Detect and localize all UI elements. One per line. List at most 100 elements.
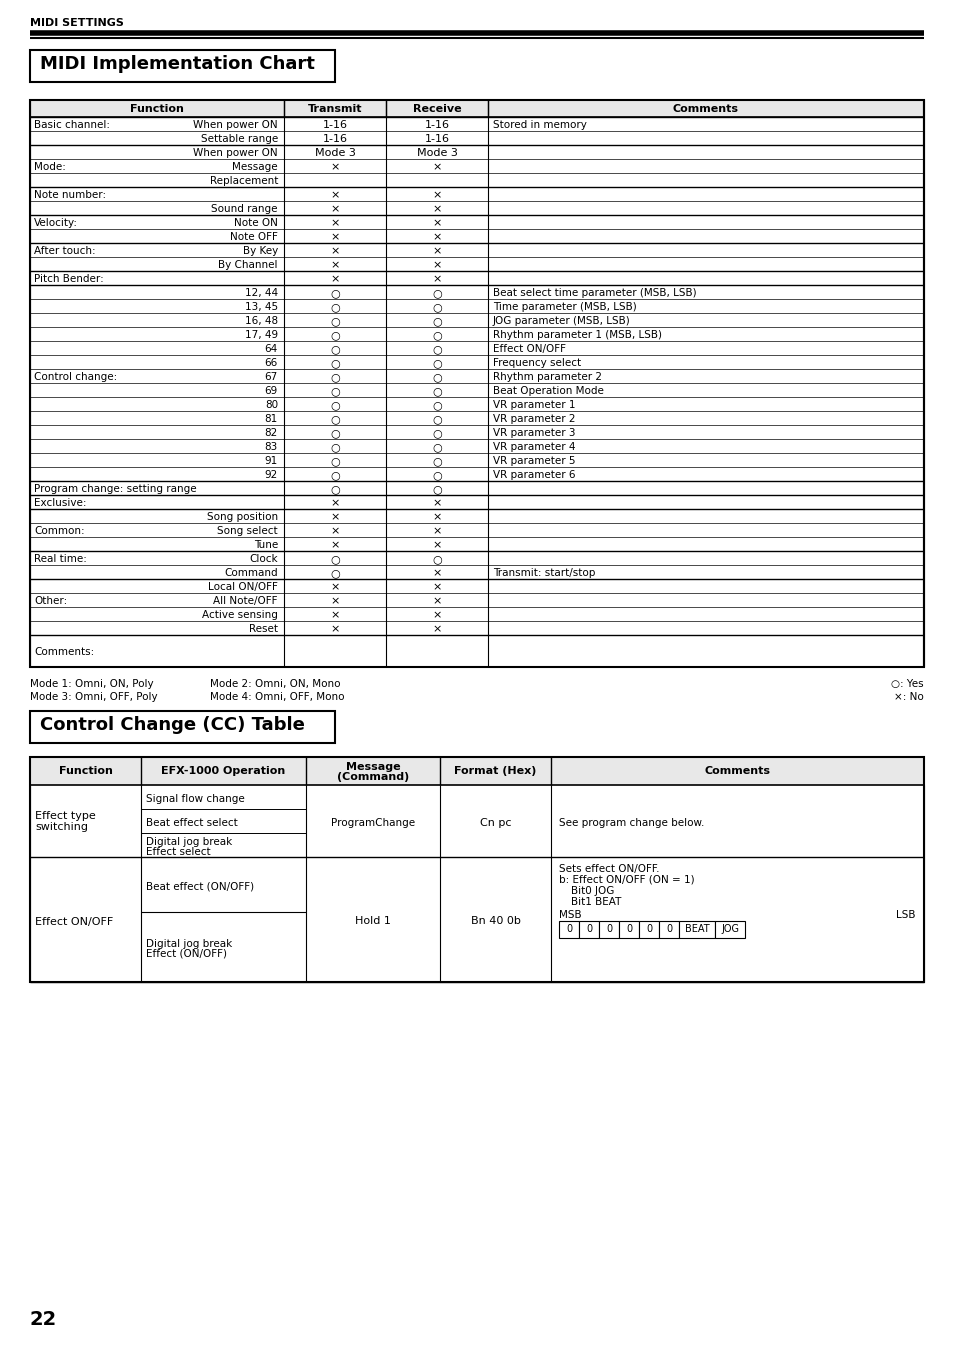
- Text: Hold 1: Hold 1: [355, 916, 391, 927]
- Text: Effect type: Effect type: [35, 811, 95, 821]
- Text: 0: 0: [585, 924, 592, 934]
- Text: ×: ×: [432, 624, 441, 634]
- Text: ×: ×: [330, 499, 339, 508]
- Text: Bn 40 0b: Bn 40 0b: [470, 916, 520, 927]
- Text: Effect (ON/OFF): Effect (ON/OFF): [146, 948, 227, 959]
- Text: Control Change (CC) Table: Control Change (CC) Table: [40, 716, 305, 734]
- Text: ×: ×: [330, 596, 339, 607]
- Text: VR parameter 3: VR parameter 3: [493, 428, 575, 438]
- Text: ○: ○: [432, 470, 441, 480]
- Text: Note ON: Note ON: [233, 218, 277, 228]
- Text: Receive: Receive: [413, 104, 461, 113]
- Text: Digital jog break: Digital jog break: [146, 838, 232, 847]
- Text: ×: ×: [432, 246, 441, 255]
- Bar: [714, 921, 744, 938]
- Text: ○: ○: [330, 316, 339, 326]
- Text: ×: ×: [432, 204, 441, 213]
- Text: ×: ×: [432, 232, 441, 242]
- Text: ×: ×: [330, 582, 339, 592]
- Text: MIDI SETTINGS: MIDI SETTINGS: [30, 18, 124, 28]
- Text: 82: 82: [265, 428, 277, 438]
- Text: ○: ○: [330, 386, 339, 396]
- Text: Beat select time parameter (MSB, LSB): Beat select time parameter (MSB, LSB): [493, 288, 696, 299]
- Text: ×: ×: [330, 162, 339, 172]
- Bar: [679, 921, 714, 938]
- Text: Effect ON/OFF: Effect ON/OFF: [493, 345, 565, 354]
- Text: Tune: Tune: [253, 540, 277, 550]
- Text: switching: switching: [35, 821, 88, 832]
- Bar: [578, 921, 598, 938]
- Text: ×: ×: [330, 274, 339, 284]
- Text: ○: ○: [432, 345, 441, 354]
- Text: ×: ×: [330, 540, 339, 550]
- Text: ×: No: ×: No: [893, 692, 923, 703]
- Text: Song select: Song select: [217, 526, 277, 536]
- Text: ×: ×: [330, 512, 339, 521]
- Text: 83: 83: [265, 442, 277, 453]
- Text: ×: ×: [432, 218, 441, 228]
- Text: ○: ○: [330, 484, 339, 494]
- Text: ○: ○: [330, 330, 339, 340]
- Text: MSB: MSB: [558, 911, 581, 920]
- Text: Mode 4: Omni, OFF, Mono: Mode 4: Omni, OFF, Mono: [210, 692, 344, 703]
- Text: Velocity:: Velocity:: [34, 218, 78, 228]
- Text: 0: 0: [645, 924, 652, 934]
- Text: Command: Command: [224, 567, 277, 578]
- Bar: [558, 921, 578, 938]
- Text: Basic channel:: Basic channel:: [34, 120, 110, 130]
- Text: VR parameter 2: VR parameter 2: [493, 413, 575, 424]
- Text: Settable range: Settable range: [200, 134, 277, 145]
- Text: ○: ○: [432, 330, 441, 340]
- Text: Message: Message: [345, 762, 400, 771]
- Text: Exclusive:: Exclusive:: [34, 499, 87, 508]
- Bar: [639, 921, 659, 938]
- Text: ×: ×: [432, 540, 441, 550]
- Text: ○: ○: [330, 358, 339, 367]
- Text: ○: ○: [432, 358, 441, 367]
- Text: 1-16: 1-16: [322, 120, 347, 130]
- Text: ○: ○: [330, 372, 339, 382]
- Text: ×: ×: [432, 611, 441, 620]
- Text: ×: ×: [330, 526, 339, 536]
- Text: 80: 80: [265, 400, 277, 409]
- Text: Comments: Comments: [703, 766, 770, 775]
- Text: 64: 64: [265, 345, 277, 354]
- Text: Message: Message: [233, 162, 277, 172]
- Text: When power ON: When power ON: [193, 120, 277, 130]
- Text: 67: 67: [265, 372, 277, 382]
- Text: 0: 0: [565, 924, 572, 934]
- Text: ○: ○: [432, 413, 441, 424]
- Text: ○: ○: [432, 484, 441, 494]
- Text: 92: 92: [265, 470, 277, 480]
- Text: MIDI Implementation Chart: MIDI Implementation Chart: [40, 55, 314, 73]
- Text: Function: Function: [58, 766, 112, 775]
- Text: Song position: Song position: [207, 512, 277, 521]
- Text: Real time:: Real time:: [34, 554, 87, 563]
- Bar: [30, 711, 335, 743]
- Text: VR parameter 5: VR parameter 5: [493, 457, 575, 466]
- Text: 0: 0: [605, 924, 612, 934]
- Text: ○: ○: [330, 442, 339, 453]
- Text: 22: 22: [30, 1310, 57, 1329]
- Text: ○: ○: [330, 428, 339, 438]
- Text: (Command): (Command): [336, 771, 409, 782]
- Text: When power ON: When power ON: [193, 149, 277, 158]
- Text: Effect ON/OFF: Effect ON/OFF: [35, 916, 113, 927]
- Text: 1-16: 1-16: [322, 134, 347, 145]
- Text: Sets effect ON/OFF.: Sets effect ON/OFF.: [558, 865, 659, 874]
- Text: Signal flow change: Signal flow change: [146, 794, 245, 804]
- Text: b: Effect ON/OFF (ON = 1): b: Effect ON/OFF (ON = 1): [558, 875, 694, 885]
- Text: Pitch Bender:: Pitch Bender:: [34, 274, 104, 284]
- Text: ×: ×: [432, 596, 441, 607]
- Text: Mode 1: Omni, ON, Poly: Mode 1: Omni, ON, Poly: [30, 680, 153, 689]
- Text: ○: ○: [330, 345, 339, 354]
- Text: Mode 2: Omni, ON, Mono: Mode 2: Omni, ON, Mono: [210, 680, 340, 689]
- Text: Mode:: Mode:: [34, 162, 66, 172]
- Bar: [30, 50, 335, 82]
- Text: ○: ○: [330, 413, 339, 424]
- Text: Reset: Reset: [249, 624, 277, 634]
- Text: After touch:: After touch:: [34, 246, 95, 255]
- Text: VR parameter 4: VR parameter 4: [493, 442, 575, 453]
- Text: ×: ×: [432, 162, 441, 172]
- Text: ×: ×: [330, 232, 339, 242]
